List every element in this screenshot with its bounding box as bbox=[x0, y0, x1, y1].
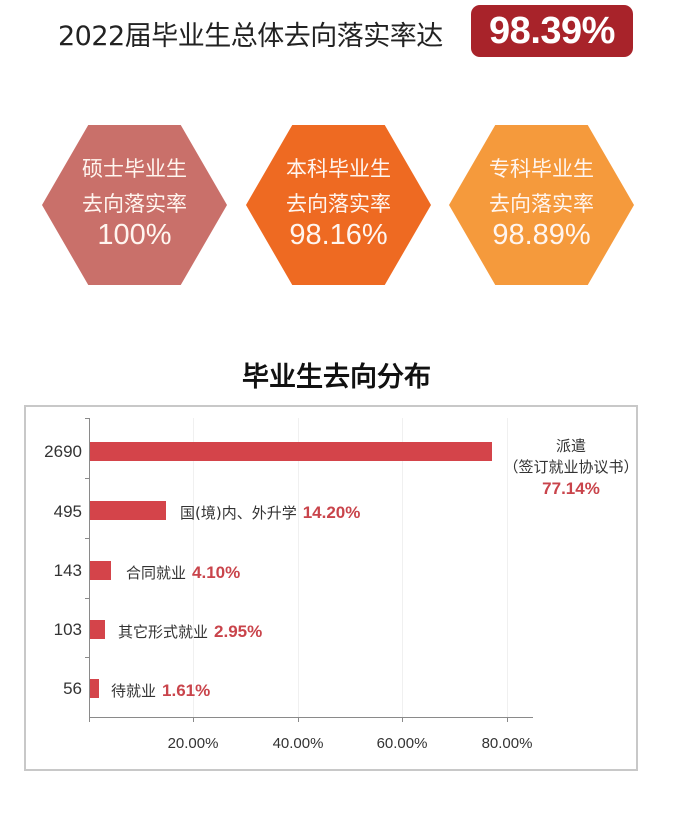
bar-dispatch bbox=[90, 442, 492, 461]
bar-label-text: 其它形式就业 bbox=[118, 623, 209, 641]
x-tick bbox=[507, 717, 508, 722]
bar-value-label: 77.14% bbox=[542, 479, 600, 498]
hexagon-line2: 去向落实率 bbox=[286, 192, 391, 216]
headline-text: 2022届毕业生总体去向落实率达 bbox=[58, 21, 443, 52]
bar-label-line1: 派遣 bbox=[555, 437, 586, 455]
y-tick bbox=[85, 598, 90, 599]
bar-label-other-employment: 其它形式就业 2.95% bbox=[118, 621, 262, 642]
bar-label-dispatch: 派遣 （签订就业协议书） 77.14% bbox=[496, 436, 646, 499]
hexagon-value: 100% bbox=[97, 219, 172, 251]
bar-label-text: 合同就业 bbox=[126, 564, 187, 582]
bar-label-line2: （签订就业协议书） bbox=[503, 458, 639, 476]
bar-other-employment bbox=[90, 620, 105, 639]
x-tick bbox=[193, 717, 194, 722]
bar-value-label: 1.61% bbox=[162, 681, 211, 700]
bar-value-label: 2.95% bbox=[214, 622, 263, 641]
hexagon-line1: 本科毕业生 bbox=[286, 157, 391, 181]
x-tick-label: 40.00% bbox=[272, 735, 324, 752]
category-label: 143 bbox=[53, 561, 82, 580]
headline: 2022届毕业生总体去向落实率达 98.39% bbox=[0, 0, 673, 70]
hexagon-line2: 去向落实率 bbox=[489, 192, 594, 216]
gridline bbox=[507, 418, 508, 717]
bar-label-text: 国(境)内、外升学 bbox=[180, 504, 297, 522]
chart-frame bbox=[24, 405, 638, 771]
bar-label-further-study: 国(境)内、外升学 14.20% bbox=[180, 502, 360, 523]
x-axis bbox=[89, 717, 533, 718]
y-tick bbox=[85, 418, 90, 419]
category-label: 103 bbox=[53, 620, 82, 639]
category-label: 2690 bbox=[44, 442, 82, 461]
bar-value-label: 14.20% bbox=[302, 503, 361, 522]
bar-awaiting-employment bbox=[90, 679, 99, 698]
hexagon-line1: 硕士毕业生 bbox=[82, 157, 187, 181]
hexagon-line1: 专科毕业生 bbox=[489, 157, 594, 181]
hexagon-value: 98.16% bbox=[289, 219, 388, 251]
x-tick-label: 60.00% bbox=[376, 735, 428, 752]
gridline bbox=[193, 418, 194, 717]
x-tick-label: 20.00% bbox=[167, 735, 219, 752]
category-label: 56 bbox=[63, 679, 82, 698]
y-tick bbox=[85, 657, 90, 658]
bar-further-study bbox=[90, 501, 166, 520]
overall-rate-badge: 98.39% bbox=[471, 5, 633, 57]
x-tick bbox=[298, 717, 299, 722]
hexagon-value: 98.89% bbox=[492, 219, 591, 251]
category-label: 495 bbox=[53, 502, 82, 521]
hexagon-master: 硕士毕业生 去向落实率 100% bbox=[42, 125, 227, 285]
chart-title: 毕业生去向分布 bbox=[242, 362, 431, 393]
y-axis bbox=[89, 418, 90, 718]
gridline bbox=[402, 418, 403, 717]
hexagon-bachelor: 本科毕业生 去向落实率 98.16% bbox=[246, 125, 431, 285]
y-tick bbox=[85, 478, 90, 479]
bar-label-contract: 合同就业 4.10% bbox=[126, 562, 240, 583]
hexagon-line2: 去向落实率 bbox=[82, 192, 187, 216]
x-tick bbox=[89, 717, 90, 722]
x-tick bbox=[402, 717, 403, 722]
bar-label-text: 待就业 bbox=[111, 682, 157, 700]
bar-label-awaiting-employment: 待就业 1.61% bbox=[111, 680, 210, 701]
gridline bbox=[298, 418, 299, 717]
bar-value-label: 4.10% bbox=[192, 563, 241, 582]
x-tick-label: 80.00% bbox=[481, 735, 533, 752]
hexagon-associate: 专科毕业生 去向落实率 98.89% bbox=[449, 125, 634, 285]
bar-contract bbox=[90, 561, 111, 580]
y-tick bbox=[85, 538, 90, 539]
